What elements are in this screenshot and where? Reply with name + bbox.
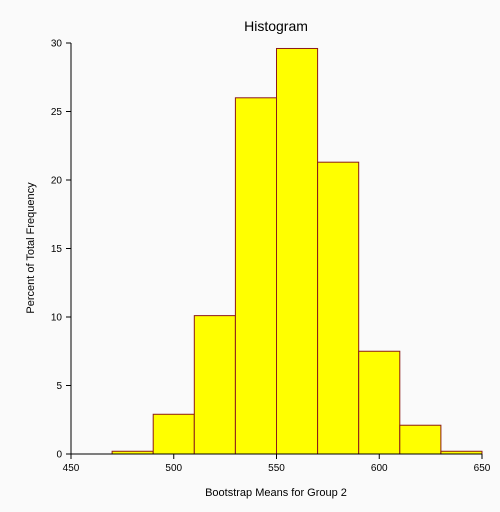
x-tick-label: 650 — [474, 463, 491, 474]
x-tick-label: 500 — [165, 463, 182, 474]
x-tick-label: 600 — [371, 463, 388, 474]
x-tick-label: 450 — [63, 463, 80, 474]
x-axis-label: Bootstrap Means for Group 2 — [205, 487, 347, 499]
y-tick-label: 20 — [51, 176, 63, 187]
y-tick-label: 25 — [51, 107, 63, 118]
histogram-bar — [193, 315, 236, 455]
chart-title: Histogram — [244, 18, 308, 34]
histogram-bar — [399, 424, 442, 455]
bars-layer — [111, 47, 483, 455]
y-tick-label: 10 — [51, 313, 63, 324]
histogram-bar — [317, 161, 360, 455]
y-axis-label: Percent of Total Frequency — [25, 182, 37, 314]
histogram-bar — [152, 413, 195, 455]
y-tick-label: 0 — [56, 450, 62, 461]
histogram-bar — [276, 47, 319, 455]
histogram-bar — [234, 97, 277, 455]
y-tick-label: 15 — [51, 244, 63, 255]
y-tick-label: 5 — [56, 381, 62, 392]
x-tick-label: 550 — [268, 463, 285, 474]
histogram-bar — [358, 350, 401, 455]
y-tick-label: 30 — [51, 39, 63, 50]
axes-layer: 0 5 10 15 20 25 30 450 500 550 600 650 — [51, 39, 491, 475]
